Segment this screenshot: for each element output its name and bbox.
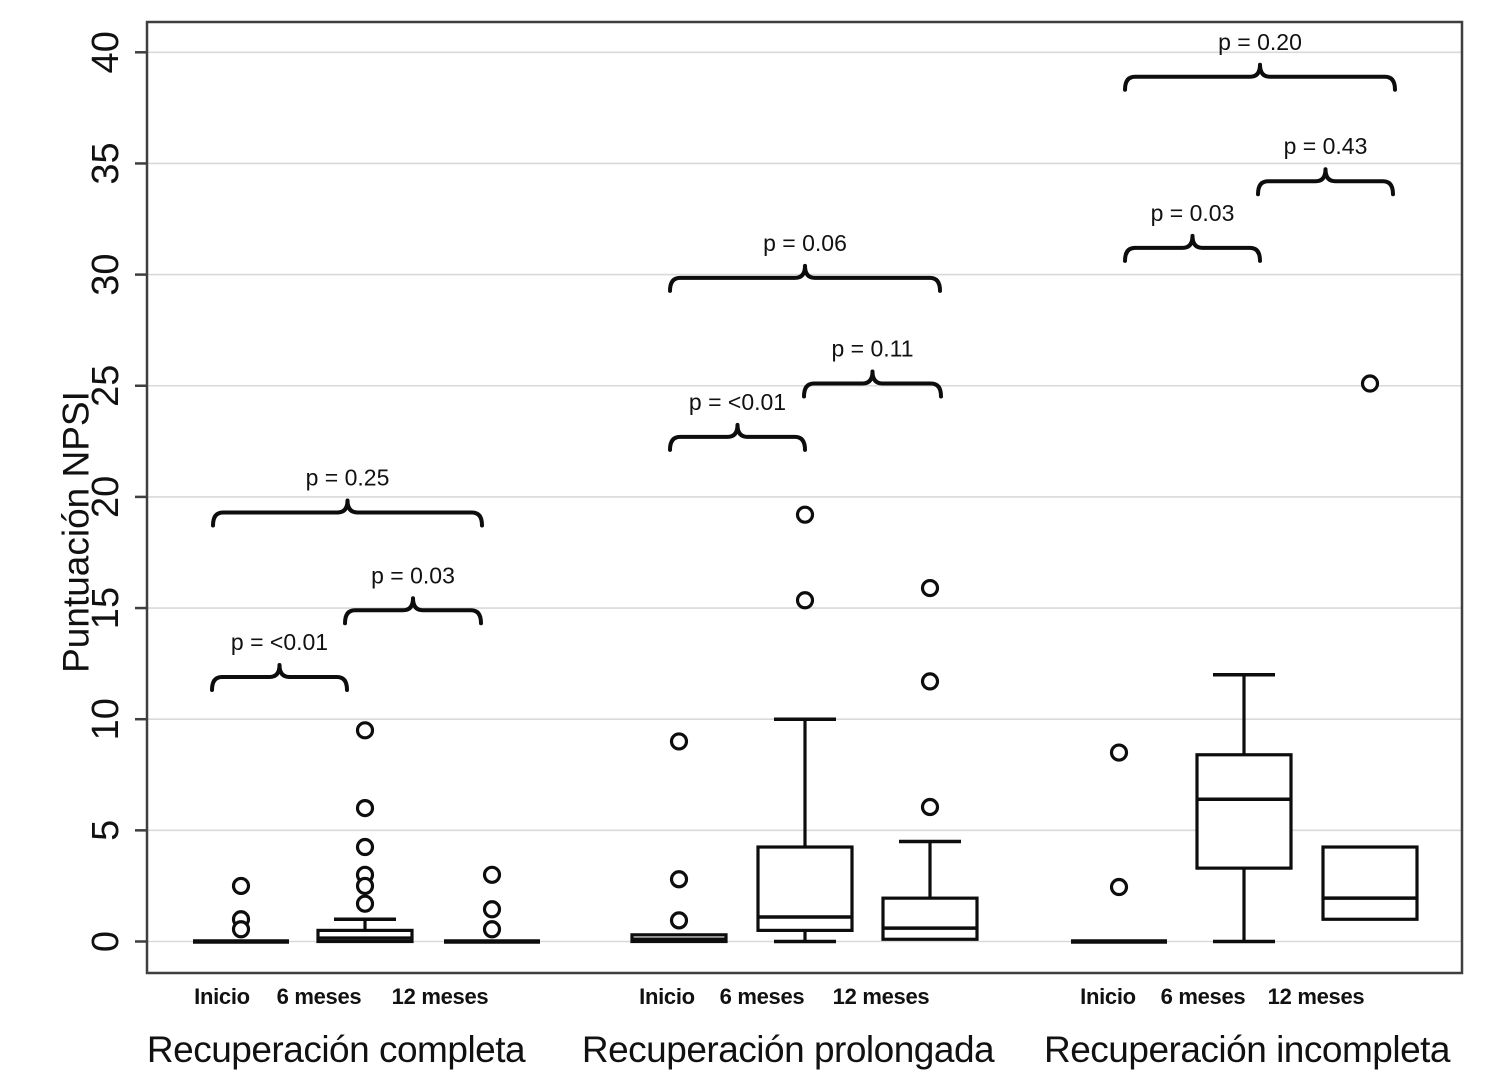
- box-Recuperación incompleta-12 meses: [1321, 845, 1419, 921]
- x-tick-label: Inicio: [194, 984, 250, 1009]
- group-title: Recuperación prolongada: [582, 1029, 995, 1070]
- x-tick-label: 6 meses: [720, 984, 805, 1009]
- outlier-point: [1109, 877, 1129, 897]
- comparison-bracket: [1256, 167, 1395, 197]
- outlier-point: [355, 876, 375, 896]
- x-tick-label: 12 meses: [1268, 984, 1365, 1009]
- p-value-label: p = 0.06: [763, 230, 847, 256]
- p-value-label: p = 0.03: [1151, 200, 1235, 226]
- outlier-point: [669, 870, 689, 889]
- box-Recuperación completa-6 meses: [316, 928, 414, 944]
- y-tick-label: 5: [85, 820, 127, 841]
- y-tick-label: 35: [85, 142, 127, 184]
- outlier-point: [1360, 374, 1380, 393]
- y-axis-title: Puntuación NPSI: [56, 391, 97, 673]
- p-value-label: p = 0.11: [831, 336, 913, 362]
- outlier-point: [1109, 743, 1129, 762]
- comparison-bracket: [211, 498, 484, 528]
- plot-border: [145, 20, 1464, 975]
- outlier-point: [231, 876, 251, 896]
- y-tick-label: 15: [85, 587, 127, 629]
- x-tick-label: 6 meses: [277, 984, 362, 1009]
- x-tick-label: 6 meses: [1161, 984, 1246, 1009]
- outlier-point: [355, 894, 375, 913]
- p-value-label: p = 0.25: [306, 464, 390, 490]
- x-tick-label: Inicio: [1080, 984, 1136, 1009]
- comparison-bracket: [1123, 233, 1262, 263]
- p-value-label: p = 0.20: [1218, 29, 1302, 55]
- x-tick-label: 12 meses: [833, 984, 930, 1009]
- outlier-point: [795, 591, 815, 610]
- y-tick-label: 25: [85, 365, 127, 407]
- x-tick-label: Inicio: [639, 984, 695, 1009]
- comparison-bracket: [343, 596, 483, 626]
- outlier-point: [669, 911, 689, 930]
- outlier-point: [355, 837, 375, 857]
- y-tick-label: 30: [85, 253, 127, 295]
- y-tick-label: 20: [85, 476, 127, 518]
- group-title: Recuperación incompleta: [1044, 1029, 1451, 1070]
- y-tick-label: 0: [85, 931, 127, 952]
- outlier-point: [920, 797, 940, 817]
- comparison-bracket: [668, 422, 807, 452]
- outlier-point: [920, 672, 940, 691]
- outlier-point: [669, 732, 689, 751]
- comparison-bracket: [802, 369, 943, 399]
- x-tick-label: 12 meses: [392, 984, 489, 1009]
- comparison-bracket: [668, 263, 942, 293]
- box-Recuperación prolongada-12 meses: [881, 896, 979, 941]
- outlier-point: [482, 900, 502, 919]
- comparison-bracket: [210, 662, 349, 692]
- outlier-point: [795, 505, 815, 524]
- comparison-bracket: [1123, 62, 1397, 92]
- p-value-label: p = 0.43: [1284, 133, 1368, 159]
- y-tick-label: 40: [85, 31, 127, 73]
- outlier-point: [920, 578, 940, 598]
- outlier-point: [482, 920, 502, 939]
- box-Recuperación incompleta-6 meses: [1195, 753, 1293, 870]
- p-value-label: p = <0.01: [689, 389, 786, 415]
- y-tick-label: 10: [85, 698, 127, 740]
- group-title: Recuperación completa: [147, 1029, 526, 1070]
- p-value-label: p = 0.03: [371, 562, 455, 588]
- outlier-point: [355, 799, 375, 818]
- outlier-point: [231, 920, 251, 939]
- p-value-label: p = <0.01: [231, 629, 328, 655]
- outlier-point: [355, 721, 375, 740]
- outlier-point: [482, 865, 502, 884]
